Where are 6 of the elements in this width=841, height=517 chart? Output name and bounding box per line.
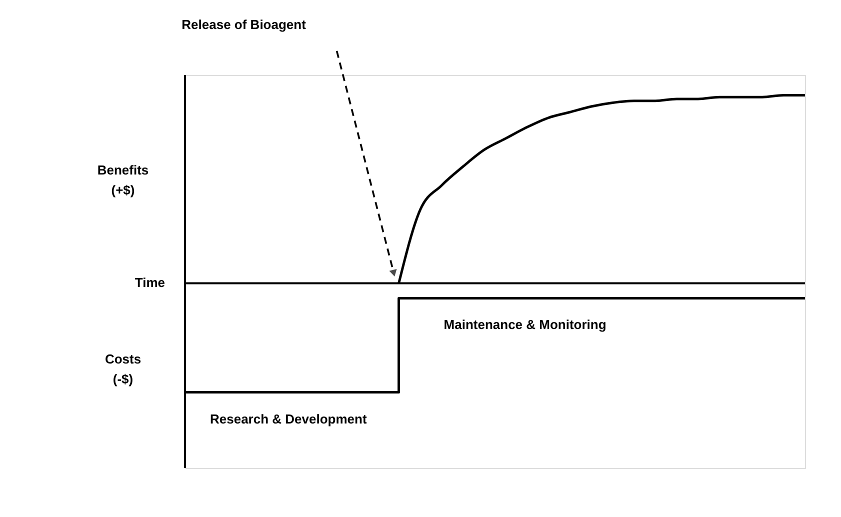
annotation: Maintenance & Monitoring: [444, 317, 606, 332]
x-axis-title: Time: [134, 275, 165, 290]
text: Release of Bioagent: [182, 17, 307, 32]
text: Benefits (+$): [97, 162, 149, 198]
annotation: Research & Development: [210, 411, 368, 426]
text: Costs (-$): [104, 352, 142, 387]
